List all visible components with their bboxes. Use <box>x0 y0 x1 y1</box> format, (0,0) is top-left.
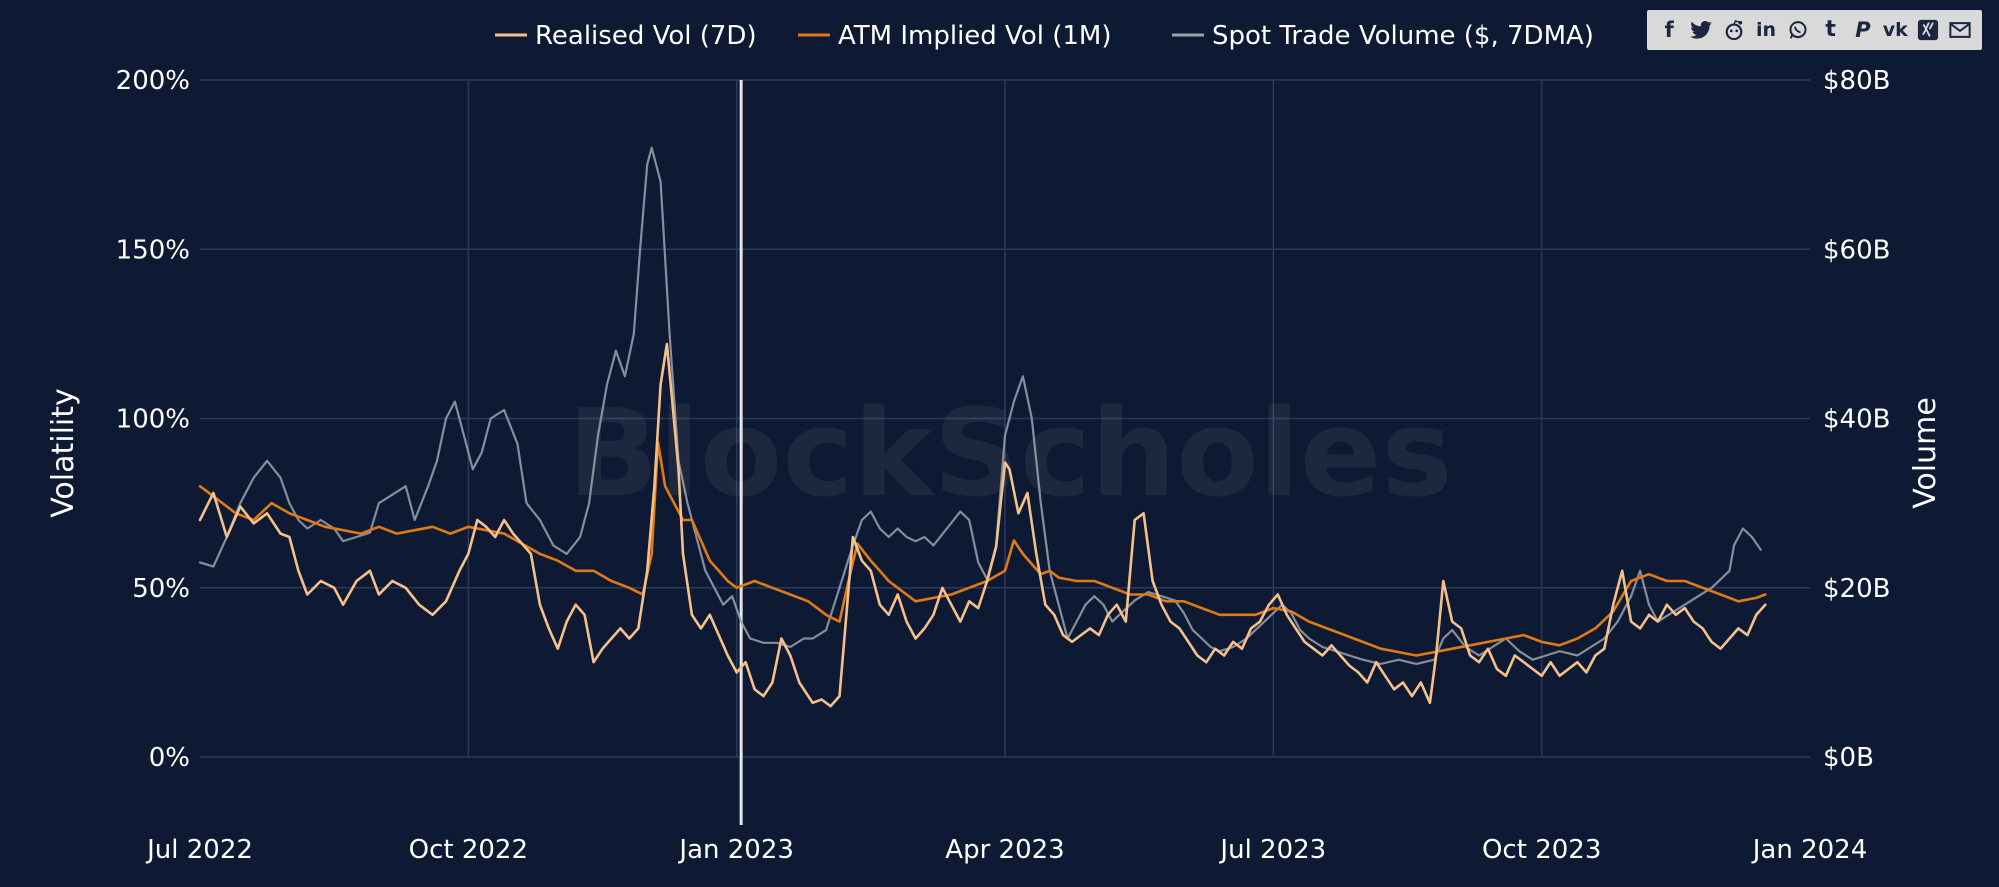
reddit-icon <box>1723 20 1745 40</box>
watermark-text: BlockScholes <box>567 385 1452 524</box>
vk-icon: vk <box>1882 18 1908 41</box>
twitter-share-button[interactable] <box>1688 15 1714 45</box>
linkedin-share-button[interactable]: in <box>1753 15 1779 45</box>
tumblr-share-button[interactable]: t <box>1818 15 1844 45</box>
legend-entry[interactable]: ATM Implied Vol (1M) <box>838 21 1111 51</box>
y-tick-label: 0% <box>149 743 190 773</box>
y2-tick-label: $60B <box>1823 235 1890 265</box>
whatsapp-icon <box>1788 20 1808 40</box>
pinterest-icon: P <box>1855 17 1871 42</box>
x-tick-label: Jan 2023 <box>677 835 794 865</box>
y-tick-label: 200% <box>116 66 190 96</box>
x-tick-label: Apr 2023 <box>945 835 1064 865</box>
y2-tick-label: $20B <box>1823 574 1890 604</box>
x-tick-label: Jul 2023 <box>1218 835 1326 865</box>
x-tick-label: Jan 2024 <box>1751 835 1868 865</box>
pinterest-share-button[interactable]: P <box>1850 15 1876 45</box>
right-axis-ticks: $0B $20B $40B $60B $80B <box>1823 66 1890 773</box>
y-tick-label: 100% <box>116 405 190 435</box>
x-axis-ticks: Jul 2022 Oct 2022 Jan 2023 Apr 2023 Jul 2023… <box>145 835 1867 865</box>
y-tick-label: 50% <box>132 574 190 604</box>
x-tick-label: Jul 2022 <box>145 835 253 865</box>
y2-tick-label: $80B <box>1823 66 1890 96</box>
y-axis-title: Volatility <box>46 388 81 518</box>
series-line-spot-trade-volume-7dma <box>198 146 1762 665</box>
email-share-button[interactable] <box>1947 15 1973 45</box>
twitter-icon <box>1690 21 1713 39</box>
email-icon <box>1949 21 1971 39</box>
y2-tick-label: $0B <box>1823 743 1874 773</box>
left-axis-ticks: 0% 50% 100% 150% 200% <box>116 66 190 773</box>
whatsapp-share-button[interactable] <box>1785 15 1811 45</box>
y2-tick-label: $40B <box>1823 405 1890 435</box>
series-line-atm-implied-vol-1m <box>198 440 1767 657</box>
y2-axis-title: Volume <box>1908 397 1943 509</box>
gridlines <box>200 79 1810 758</box>
x-tick-label: Oct 2022 <box>409 835 528 865</box>
series-line-realised-vol-7d <box>198 342 1767 708</box>
facebook-share-button[interactable]: f <box>1656 15 1682 45</box>
legend-entry[interactable]: Realised Vol (7D) <box>535 21 757 51</box>
xing-share-button[interactable] <box>1915 15 1941 45</box>
facebook-icon: f <box>1664 17 1674 42</box>
legend: Realised Vol (7D) ATM Implied Vol (1M) Spo… <box>495 21 1594 51</box>
linkedin-icon: in <box>1756 18 1777 41</box>
legend-entry[interactable]: Spot Trade Volume ($, 7DMA) <box>1212 21 1594 51</box>
series-layer <box>198 146 1767 708</box>
tumblr-icon: t <box>1825 17 1836 42</box>
xing-icon <box>1917 19 1939 41</box>
reddit-share-button[interactable] <box>1721 15 1747 45</box>
vk-share-button[interactable]: vk <box>1882 15 1908 45</box>
x-tick-label: Oct 2023 <box>1482 835 1601 865</box>
y-tick-label: 150% <box>116 235 190 265</box>
